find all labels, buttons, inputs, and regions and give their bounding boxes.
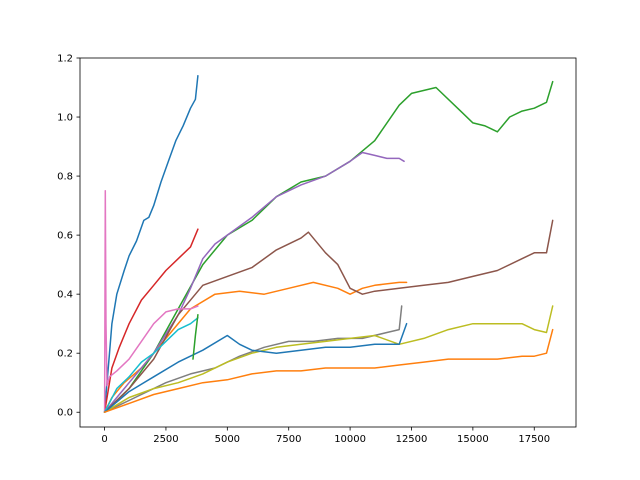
y-tick-label: 1.0	[57, 113, 73, 124]
series-line-11	[103, 322, 408, 413]
series-line-6	[103, 219, 554, 413]
x-tick-label: 12500	[396, 434, 428, 445]
y-tick-label: 0.8	[57, 172, 73, 183]
x-tick-label: 2500	[153, 434, 178, 445]
series-line-1	[103, 74, 199, 413]
x-tick-label: 5000	[215, 434, 240, 445]
x-tick-label: 7500	[276, 434, 301, 445]
x-tick-label: 17500	[518, 434, 550, 445]
series-line-2	[103, 281, 408, 413]
series-line-9	[103, 305, 554, 413]
x-tick-label: 15000	[457, 434, 489, 445]
series-line-4	[103, 228, 199, 413]
series-line-7	[103, 190, 199, 413]
axes-layer: 0 2500 5000 7500 10000 12500 15000 17500 0.0 0.2 0…	[57, 54, 577, 445]
series-line-3	[103, 80, 554, 413]
y-tick-label: 1.2	[57, 54, 73, 65]
series-line-12	[103, 328, 554, 413]
series-layer	[103, 74, 554, 413]
y-tick-label: 0.4	[57, 290, 73, 301]
x-tick-label: 0	[101, 434, 107, 445]
plot-frame	[79, 57, 577, 428]
series-line-13	[192, 314, 199, 360]
x-tick-label: 10000	[334, 434, 366, 445]
y-tick-label: 0.2	[57, 349, 73, 360]
y-tick-label: 0.0	[57, 408, 73, 419]
series-line-10	[103, 317, 199, 413]
y-tick-label: 0.6	[57, 231, 73, 242]
